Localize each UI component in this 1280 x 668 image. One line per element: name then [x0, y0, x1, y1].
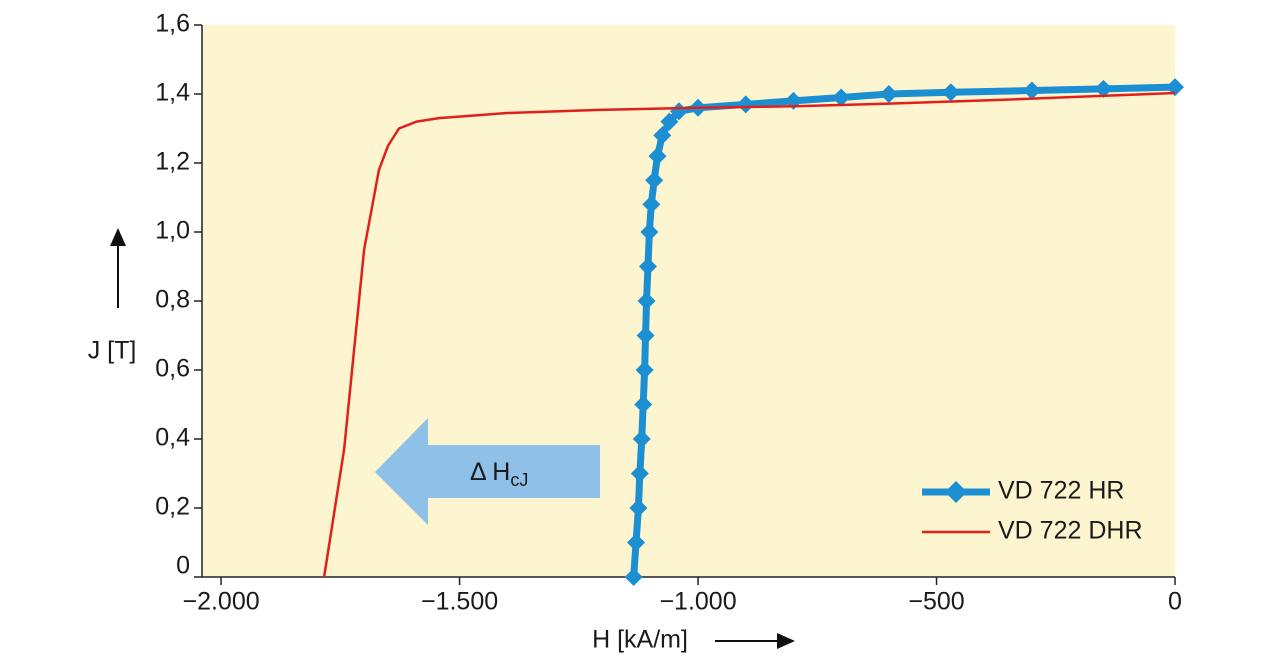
point-marker [632, 430, 651, 448]
legend-label: VD 722 HR [998, 477, 1124, 505]
x-tick-label: 0 [1168, 588, 1182, 616]
point-marker [645, 171, 664, 190]
y-axis-label: J [T] [88, 337, 137, 365]
point-marker [660, 112, 679, 131]
point-marker [638, 257, 657, 276]
annotation-subscript: cJ [510, 470, 528, 490]
y-tick-label: 1,4 [155, 79, 190, 107]
point-marker [669, 102, 688, 121]
point-marker [630, 464, 649, 483]
x-tick-label: −1.500 [421, 588, 498, 616]
point-marker [634, 395, 653, 414]
point-marker [1094, 79, 1113, 98]
legend-marker [945, 481, 967, 503]
point-marker [736, 95, 755, 114]
point-marker [635, 361, 654, 379]
plot-background [202, 25, 1175, 577]
x-tick-label: −2.000 [182, 588, 259, 616]
point-marker [636, 326, 655, 345]
x-tick-label: −500 [908, 588, 964, 616]
point-marker [1022, 81, 1041, 100]
y-tick-label: 0,8 [155, 286, 190, 314]
point-marker [832, 88, 851, 107]
y-tick-label: 1,0 [155, 217, 190, 245]
y-tick-label: 1,2 [155, 148, 190, 176]
delta-arrow [375, 418, 600, 525]
y-tick-label: 0,6 [155, 355, 190, 383]
point-marker [629, 499, 648, 517]
x-axis-arrowhead [777, 633, 795, 649]
point-marker [653, 126, 672, 145]
annotation: Δ HcJ [470, 458, 528, 490]
x-tick-label: −1.000 [659, 588, 736, 616]
x-axis-label: H [kA/m] [592, 626, 688, 654]
point-marker [624, 568, 643, 586]
point-marker [640, 223, 659, 241]
annotation-text: Δ H [470, 458, 510, 486]
point-marker [642, 195, 661, 214]
y-tick-label: 1,6 [155, 10, 190, 38]
y-axis-arrowhead [110, 228, 126, 246]
y-tick-label: 0 [176, 552, 190, 580]
y-tick-label: 0,2 [155, 493, 190, 521]
point-marker [648, 147, 667, 166]
point-marker [879, 85, 898, 103]
point-marker [1166, 78, 1184, 97]
point-marker [941, 83, 960, 102]
point-marker [627, 533, 646, 552]
y-tick-label: 0,4 [155, 424, 190, 452]
series-line [322, 91, 1176, 578]
point-marker [637, 292, 656, 310]
legend-label: VD 722 DHR [998, 517, 1143, 545]
